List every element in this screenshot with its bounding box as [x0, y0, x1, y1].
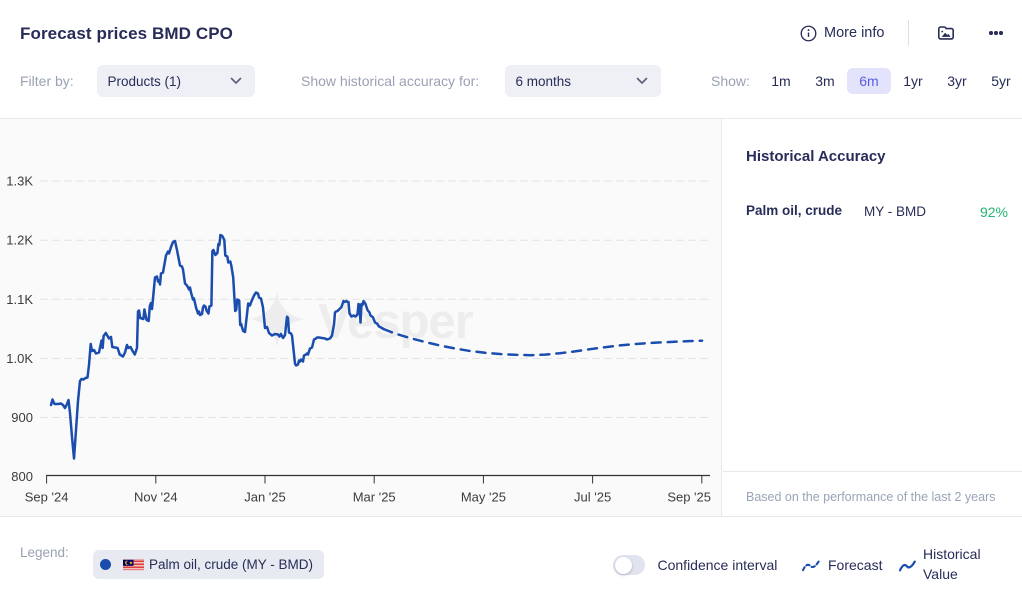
svg-text:Sep '24: Sep '24 [25, 490, 69, 505]
svg-text:Nov '24: Nov '24 [134, 490, 178, 505]
svg-text:Jul '25: Jul '25 [574, 490, 611, 505]
svg-text:Mar '25: Mar '25 [353, 490, 396, 505]
svg-text:Sep '25: Sep '25 [667, 490, 711, 505]
svg-text:Vesper: Vesper [318, 295, 474, 349]
svg-text:800: 800 [11, 469, 33, 484]
svg-text:1.3K: 1.3K [6, 174, 33, 189]
svg-text:1.1K: 1.1K [6, 292, 33, 307]
svg-text:900: 900 [11, 410, 33, 425]
svg-text:1.0K: 1.0K [6, 351, 33, 366]
svg-text:May '25: May '25 [461, 490, 506, 505]
svg-text:Jan '25: Jan '25 [244, 490, 286, 505]
svg-text:1.2K: 1.2K [6, 233, 33, 248]
